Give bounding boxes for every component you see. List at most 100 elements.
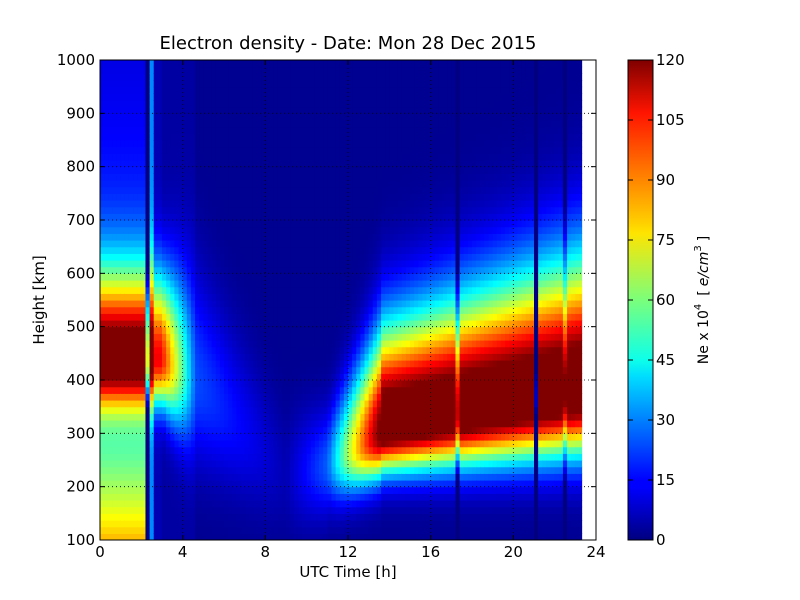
heatmap-cell — [166, 393, 171, 401]
heatmap-cell — [211, 500, 217, 508]
heatmap-cell — [170, 86, 175, 94]
heatmap-cell — [381, 213, 386, 221]
heatmap-cell — [368, 293, 374, 301]
heatmap-cell — [170, 406, 175, 414]
heatmap-cell — [166, 466, 171, 474]
heatmap-cell — [236, 193, 242, 201]
heatmap-cell — [224, 66, 229, 74]
heatmap-cell — [294, 413, 299, 421]
heatmap-cell — [174, 60, 180, 68]
heatmap-cell — [166, 366, 171, 374]
heatmap-cell — [294, 180, 299, 188]
heatmap-cell — [170, 233, 175, 241]
heatmap-cell — [228, 480, 233, 488]
heatmap-cell — [108, 233, 113, 241]
heatmap-cell — [244, 166, 250, 174]
heatmap-cell — [207, 233, 213, 241]
heatmap-cell — [141, 353, 147, 361]
heatmap-cell — [240, 220, 246, 228]
heatmap-cell — [224, 246, 229, 254]
heatmap-cell — [277, 200, 283, 208]
heatmap-cell — [360, 286, 366, 294]
heatmap-cell — [248, 486, 254, 494]
heatmap-cell — [186, 60, 192, 68]
heatmap-cell — [137, 320, 142, 328]
heatmap-cell — [244, 493, 250, 501]
heatmap-cell — [211, 380, 217, 388]
heatmap-cell — [335, 146, 341, 154]
heatmap-cell — [356, 200, 361, 208]
heatmap-cell — [219, 146, 225, 154]
heatmap-cell — [120, 120, 126, 128]
heatmap-cell — [343, 193, 349, 201]
heatmap-cell — [257, 366, 262, 374]
heatmap-cell — [199, 146, 204, 154]
heatmap-cell — [352, 180, 357, 188]
heatmap-cell — [252, 380, 258, 388]
heatmap-cell — [360, 366, 366, 374]
heatmap-cell — [244, 206, 250, 214]
heatmap-cell — [153, 480, 159, 488]
heatmap-cell — [314, 526, 320, 534]
heatmap-cell — [265, 306, 271, 314]
heatmap-cell — [319, 520, 324, 528]
heatmap-cell — [116, 526, 122, 534]
heatmap-cell — [277, 413, 283, 421]
heatmap-cell — [286, 286, 291, 294]
heatmap-cell — [327, 220, 333, 228]
heatmap-cell — [348, 360, 353, 368]
heatmap-cell — [178, 506, 184, 514]
heatmap-cell — [339, 240, 345, 248]
heatmap-cell — [211, 513, 217, 521]
heatmap-cell — [199, 520, 204, 528]
heatmap-cell — [269, 300, 275, 308]
heatmap-cell — [190, 433, 196, 441]
heatmap-cell — [335, 413, 341, 421]
heatmap-cell — [343, 493, 349, 501]
heatmap-cell — [108, 66, 113, 74]
heatmap-cell — [314, 286, 320, 294]
heatmap-cell — [170, 300, 175, 308]
heatmap-cell — [170, 473, 175, 481]
heatmap-cell — [162, 400, 167, 408]
heatmap-cell — [228, 440, 233, 448]
heatmap-cell — [310, 513, 316, 521]
heatmap-cell — [162, 266, 167, 274]
heatmap-cell — [356, 100, 361, 108]
heatmap-cell — [236, 480, 242, 488]
heatmap-cell — [195, 186, 200, 194]
heatmap-cell — [265, 60, 271, 68]
heatmap-cell — [368, 513, 374, 521]
heatmap-cell — [228, 240, 233, 248]
heatmap-cell — [219, 73, 225, 81]
heatmap-cell — [211, 193, 217, 201]
heatmap-cell — [331, 460, 337, 468]
heatmap-cell — [186, 140, 192, 148]
heatmap-cell — [327, 233, 333, 241]
heatmap-cell — [339, 180, 345, 188]
heatmap-cell — [281, 280, 287, 288]
heatmap-cell — [195, 120, 200, 128]
heatmap-cell — [166, 220, 171, 228]
heatmap-cell — [257, 420, 262, 428]
heatmap-cell — [356, 193, 361, 201]
heatmap-cell — [128, 480, 134, 488]
heatmap-cell — [170, 100, 175, 108]
heatmap-cell — [157, 400, 163, 408]
heatmap-cell — [319, 273, 324, 281]
heatmap-cell — [294, 366, 299, 374]
heatmap-cell — [174, 166, 180, 174]
heatmap-cell — [182, 493, 188, 501]
heatmap-cell — [310, 253, 316, 261]
heatmap-cell — [352, 453, 357, 461]
heatmap-cell — [224, 226, 229, 234]
heatmap-cell — [335, 400, 341, 408]
heatmap-cell — [360, 60, 366, 68]
heatmap-cell — [116, 313, 122, 321]
heatmap-cell — [372, 326, 378, 334]
heatmap-cell — [335, 206, 341, 214]
heatmap-cell — [137, 160, 142, 168]
heatmap-cell — [381, 366, 386, 374]
heatmap-cell — [174, 406, 180, 414]
heatmap-cell — [128, 166, 134, 174]
